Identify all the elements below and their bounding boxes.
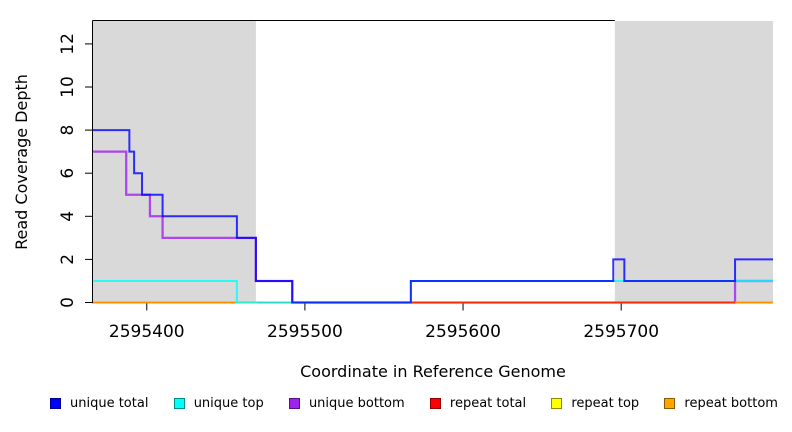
axis-ticks: 2595400 2595500 2595600 2595700 0 2 4 6 8 10 12 (58, 33, 659, 342)
legend-swatch-repeat-top (551, 398, 563, 409)
y-tick-label: 8 (58, 125, 78, 136)
legend-label: repeat top (571, 396, 640, 411)
repeat-region-shade (614, 21, 773, 303)
legend-label: unique bottom (308, 396, 405, 411)
legend-item-unique-bottom: unique bottom (288, 396, 405, 411)
y-tick-label: 6 (58, 168, 78, 179)
y-tick-label: 0 (58, 297, 78, 308)
legend-item-repeat-bottom: repeat bottom (664, 396, 778, 411)
series-lines (93, 129, 773, 304)
x-axis-title: Coordinate in Reference Genome (300, 362, 566, 381)
legend-item-unique-total: unique total (50, 396, 148, 411)
x-tick-label: 2595700 (583, 322, 659, 342)
legend-swatch-unique-top (173, 398, 185, 409)
repeat-region-shade (93, 21, 256, 303)
legend-label: unique total (70, 396, 149, 411)
x-tick-label: 2595400 (109, 322, 185, 342)
series-line-unique-total (93, 129, 773, 304)
y-tick-label: 2 (58, 254, 78, 265)
legend-label: unique top (193, 396, 264, 411)
y-axis-title: Read Coverage Depth (12, 74, 31, 250)
repeat-region-shading (93, 21, 773, 303)
coverage-chart: 2595400 2595500 2595600 2595700 0 2 4 6 8 10 12 Co… (12, 20, 773, 381)
chart-legend: unique total unique top unique bottom repea… (0, 396, 792, 411)
y-tick-label: 4 (58, 211, 78, 222)
legend-swatch-repeat-bottom (664, 398, 676, 409)
x-tick-label: 2595600 (425, 322, 501, 342)
legend-item-repeat-total: repeat total (429, 396, 527, 411)
legend-swatch-unique-bottom (288, 398, 300, 409)
legend-label: repeat bottom (684, 396, 778, 411)
y-tick-label: 10 (58, 76, 78, 98)
legend-item-unique-top: unique top (173, 396, 264, 411)
y-tick-label: 12 (58, 33, 78, 55)
x-tick-label: 2595500 (267, 322, 343, 342)
legend-swatch-unique-total (50, 398, 61, 409)
legend-item-repeat-top: repeat top (551, 396, 639, 411)
legend-swatch-repeat-total (429, 398, 441, 409)
legend-label: repeat total (449, 396, 527, 411)
